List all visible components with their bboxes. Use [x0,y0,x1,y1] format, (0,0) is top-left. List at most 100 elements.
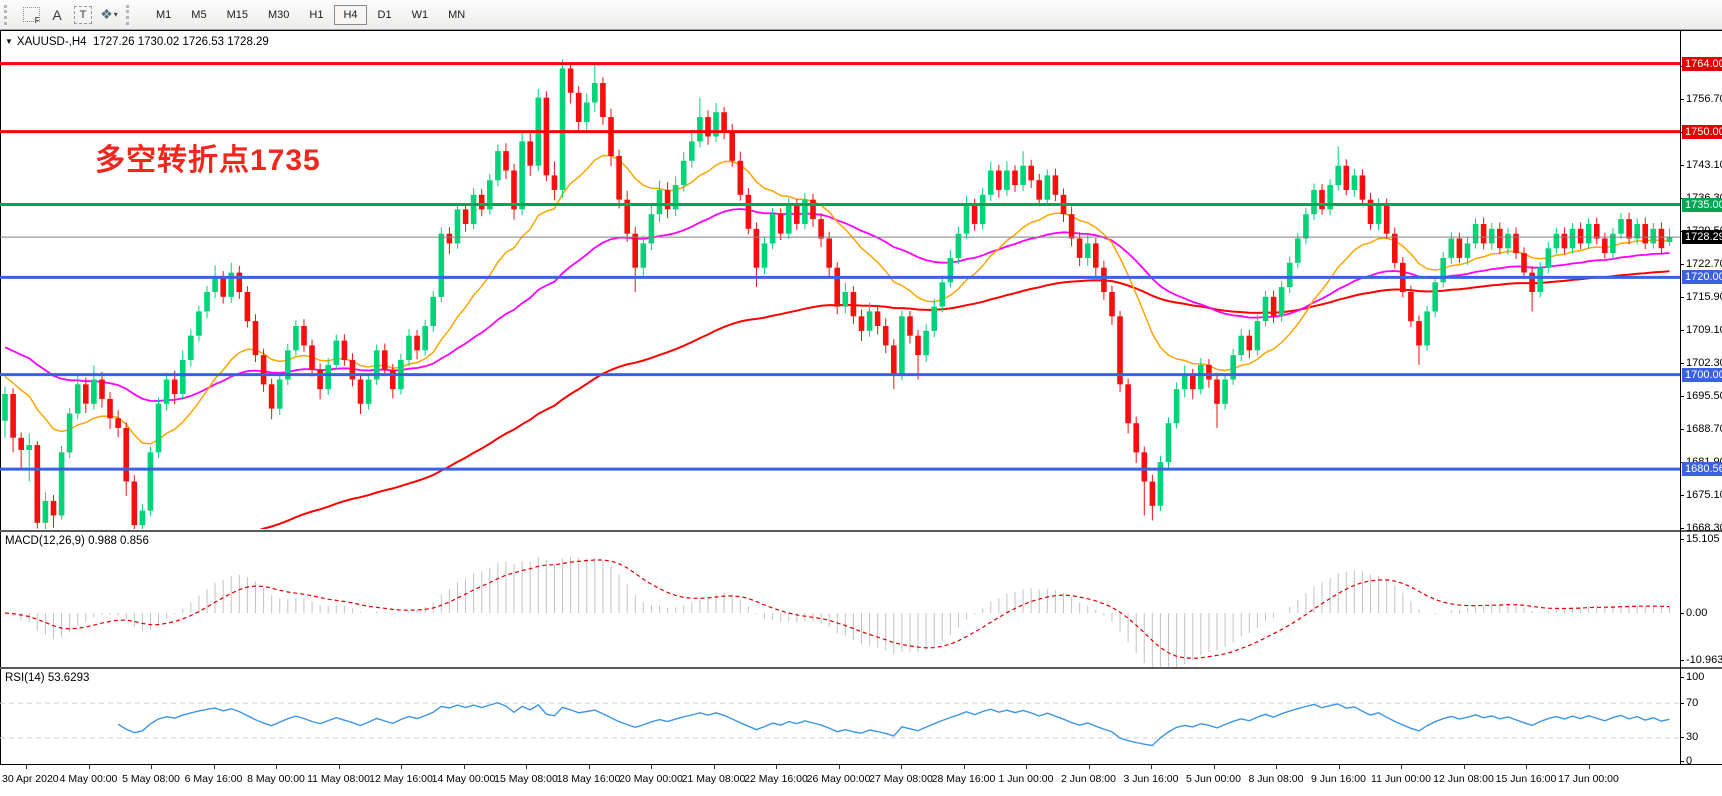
timeframe-button-h1[interactable]: H1 [300,5,332,25]
time-tick-label: 15 May 08:00 [494,773,558,785]
timeframe-button-m1[interactable]: M1 [147,5,180,25]
time-tick-label: 15 Jun 16:00 [1495,773,1557,785]
timeframe-button-m15[interactable]: M15 [218,5,257,25]
time-tick-mark [463,765,465,769]
panel-separator-2[interactable] [0,667,1722,669]
time-tick-label: 5 May 08:00 [122,773,180,785]
price-level-badge: 1728.29 [1682,230,1722,245]
timeframe-button-m5[interactable]: M5 [182,5,215,25]
toolbar-drag-handle-2[interactable] [126,4,137,25]
time-tick-label: 12 May 16:00 [369,773,433,785]
time-tick-mark [213,765,215,769]
time-tick-label: 20 May 00:00 [619,773,683,785]
price-level-badge: 1735.00 [1682,197,1722,212]
time-tick-label: 22 May 16:00 [744,773,808,785]
price-axis-line [1680,31,1681,764]
price-tick-mark [1680,395,1684,397]
time-tick-mark [1151,765,1152,769]
timeframe-button-w1[interactable]: W1 [403,5,438,25]
chart-title: ▼ XAUUSD-,H4 1727.26 1730.02 1726.53 1728… [5,36,269,48]
macd-scale-label: -10.963 [1686,653,1722,666]
price-tick-label: 1695.50 [1686,389,1722,402]
time-tick-mark [1213,765,1215,769]
toolbar-drag-handle[interactable] [4,4,15,25]
time-tick-label: 6 May 16:00 [184,773,243,785]
price-level-badge: 1700.00 [1682,367,1722,382]
chart-left-border [0,31,1,764]
price-level-badge: 1764.00 [1682,56,1722,71]
chart-window: ▼ XAUUSD-,H4 1727.26 1730.02 1726.53 1728… [0,30,1722,796]
time-tick-mark [526,765,527,769]
timeframe-button-mn[interactable]: MN [439,5,474,25]
chevron-down-icon[interactable]: ▾ [113,10,118,19]
price-level-badge: 1720.00 [1682,270,1722,285]
time-tick-mark [1026,765,1027,769]
time-tick-mark [88,765,90,769]
time-tick-label: 12 Jun 08:00 [1433,773,1494,785]
time-tick-mark [151,765,152,769]
time-tick-mark [776,765,777,769]
time-tick-label: 11 Jun 00:00 [1371,773,1431,785]
price-tick-label: 1722.70 [1686,257,1722,270]
rsi-tick-mark [1680,737,1684,739]
macd-scale-label: 0.00 [1686,606,1708,619]
price-tick-mark [1680,429,1684,430]
time-tick-mark [901,765,902,769]
price-tick-label: 1756.70 [1686,92,1722,105]
price-level-badge: 1750.00 [1682,124,1722,139]
text-label-icon[interactable]: A [52,6,62,23]
price-level-badge: 1680.56 [1682,462,1722,477]
price-tick-label: 1702.30 [1686,356,1722,369]
rsi-tick-mark [1680,760,1684,762]
price-tick-label: 1715.90 [1686,290,1722,303]
price-tick-mark [1680,362,1684,364]
template-grid-icon: F [22,7,40,25]
chart-template-icon[interactable]: F [18,3,44,27]
text-object-icon[interactable]: T [70,3,96,27]
rsi-scale-label: 70 [1686,696,1699,709]
price-tick-mark [1680,296,1684,298]
time-tick-label: 17 Jun 00:00 [1558,773,1619,785]
time-tick-mark [588,765,590,769]
price-tick-mark [1680,263,1684,265]
chart-annotation: 多空转折点1735 [95,144,321,177]
time-tick-label: 8 Jun 08:00 [1248,773,1304,785]
price-tick-mark [1680,329,1684,331]
time-tick-label: 11 May 08:00 [307,773,370,785]
macd-tick-mark [1680,612,1684,614]
time-tick-mark [1588,765,1590,769]
time-tick-mark [1088,765,1090,769]
macd-panel[interactable] [0,532,1680,667]
rsi-panel[interactable] [0,669,1680,764]
time-tick-mark [1463,765,1465,769]
time-axis[interactable]: 30 Apr 2020 4 May 00:00 5 May 08:00 6 May 1… [0,764,1722,796]
price-tick-mark [1680,528,1684,530]
time-tick-label: 5 Jun 00:00 [1186,773,1241,785]
time-tick-mark [1401,765,1402,769]
rsi-scale-label: 30 [1686,731,1699,744]
time-tick-mark [713,765,715,769]
symbol-dropdown-icon[interactable]: ▼ [5,37,13,46]
time-tick-label: 4 May 00:00 [59,773,118,785]
timeframe-button-h4[interactable]: H4 [334,4,367,25]
timeframe-group: M1 M5 M15 M30 H1 H4 D1 W1 MN [146,4,475,25]
time-tick-label: 30 Apr 2020 [2,773,59,785]
graphic-objects-icon[interactable]: ❖ ▾ [100,6,118,22]
rsi-scale-label: 100 [1686,670,1705,683]
macd-scale-label: 15.105 [1686,532,1720,545]
time-tick-label: 9 Jun 16:00 [1311,773,1366,785]
time-tick-mark [651,765,652,769]
price-tick-label: 1668.30 [1686,522,1722,535]
time-tick-mark [26,765,27,769]
timeframe-button-d1[interactable]: D1 [369,5,401,25]
main-price-chart[interactable] [0,33,1680,529]
time-tick-mark [838,765,840,769]
price-tick-label: 1709.10 [1686,323,1722,336]
time-tick-label: 14 May 00:00 [431,773,496,785]
time-tick-mark [276,765,277,769]
timeframe-button-m30[interactable]: M30 [259,5,298,25]
time-tick-mark [401,765,402,769]
price-tick-mark [1680,98,1684,100]
panel-separator[interactable] [0,530,1722,532]
time-tick-mark [1526,765,1527,769]
